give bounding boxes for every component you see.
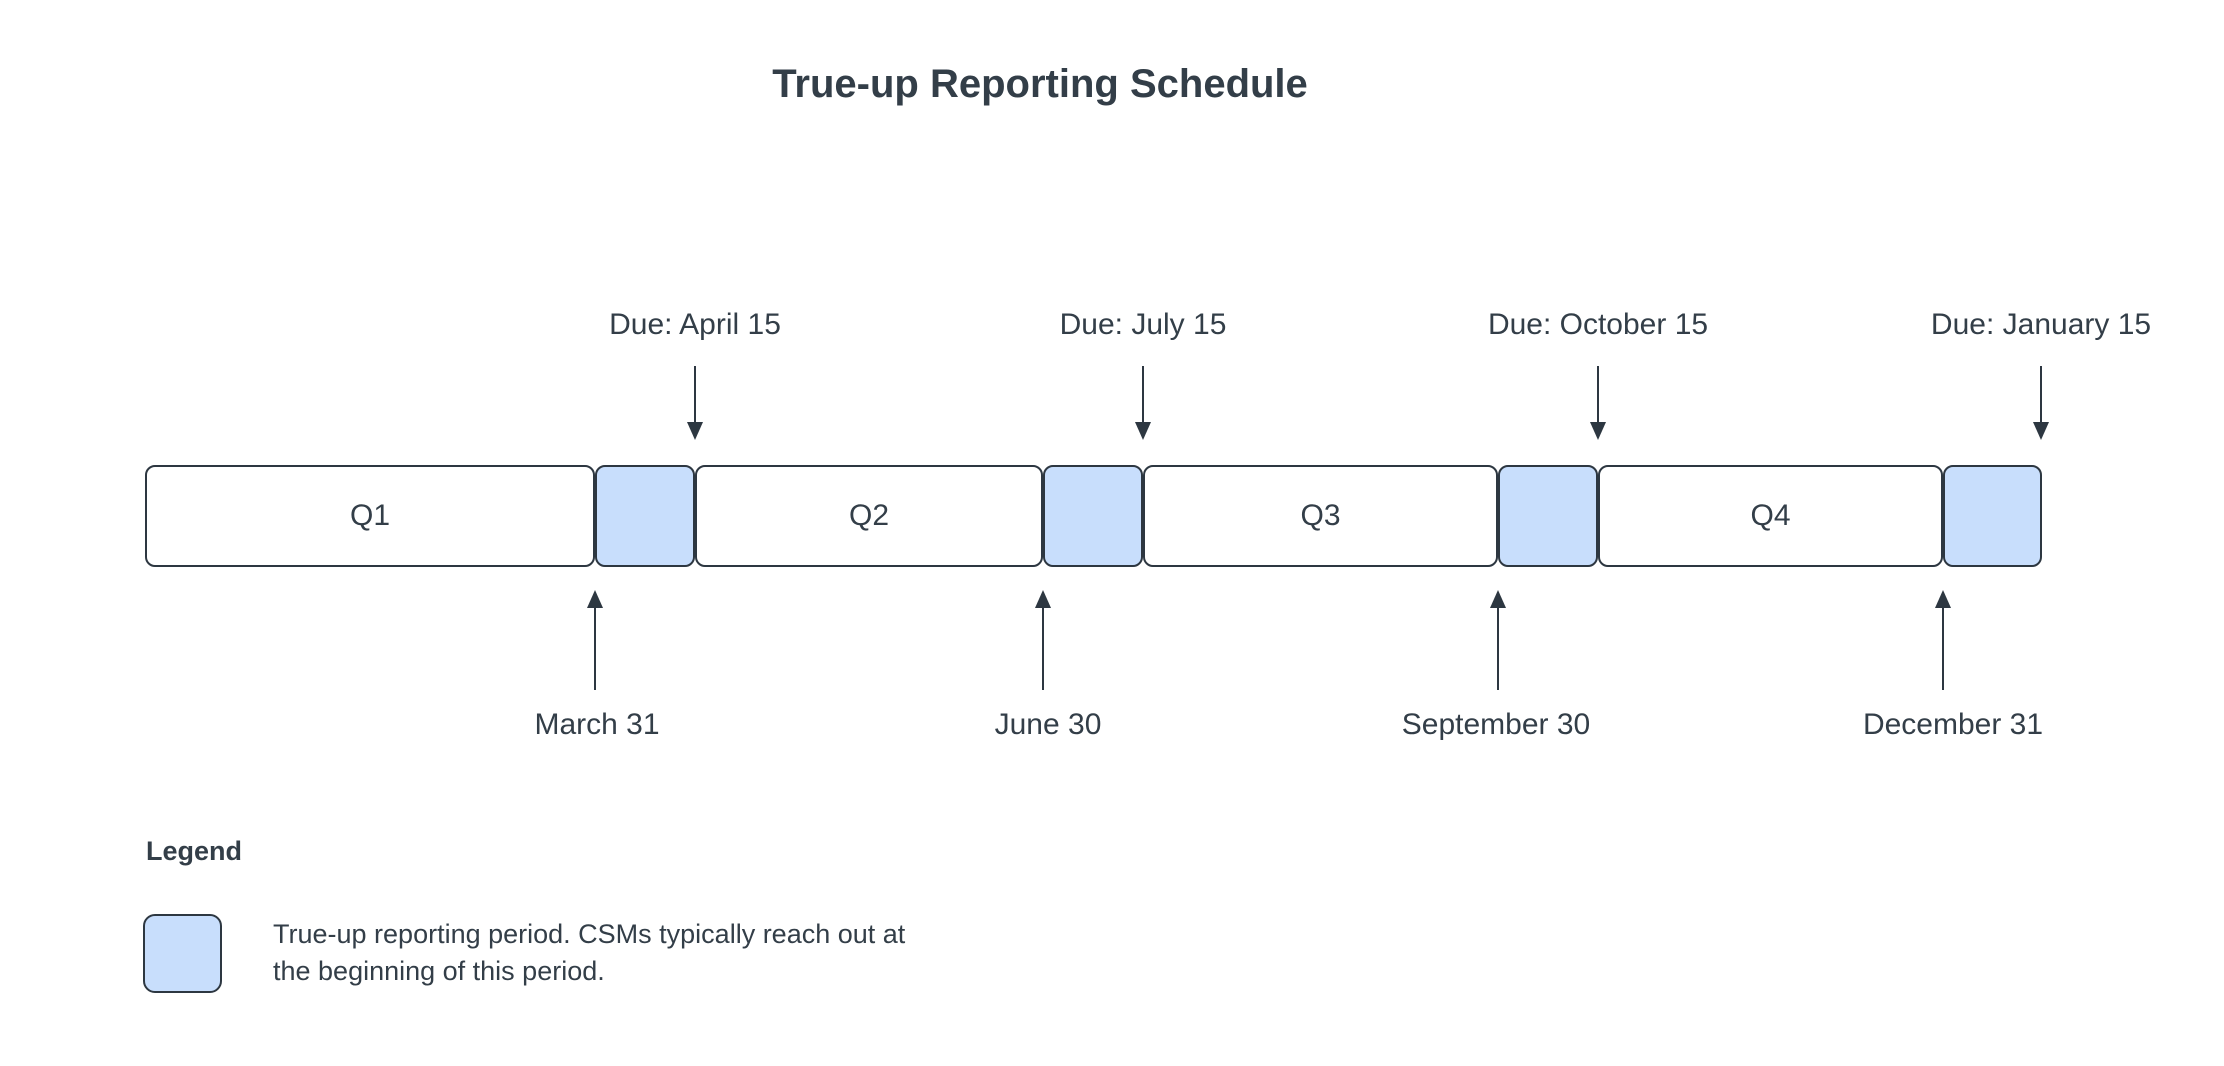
quarter-end-label-q3: September 30 xyxy=(1401,708,1591,741)
arrow-shaft xyxy=(1042,607,1044,690)
due-label-q1: Due: April 15 xyxy=(609,308,781,341)
quarter-box-q2: Q2 xyxy=(695,465,1043,567)
arrow-head xyxy=(1590,422,1606,440)
diagram-title: True-up Reporting Schedule xyxy=(772,62,1308,106)
arrow-shaft xyxy=(2040,366,2042,422)
arrow-head xyxy=(587,590,603,608)
legend-swatch xyxy=(143,914,222,993)
quarter-label: Q1 xyxy=(349,499,391,532)
arrow-head xyxy=(1035,590,1051,608)
quarter-end-label-q2: June 30 xyxy=(994,708,1102,741)
trueup-period-box-q1 xyxy=(595,465,695,567)
up-arrow-icon xyxy=(1490,590,1506,690)
legend-description-line: the beginning of this period. xyxy=(273,956,605,986)
arrow-head xyxy=(1935,590,1951,608)
due-label-q2: Due: July 15 xyxy=(1059,308,1227,341)
arrow-head xyxy=(1135,422,1151,440)
trueup-period-box-q2 xyxy=(1043,465,1143,567)
quarter-label: Q4 xyxy=(1750,499,1791,532)
trueup-period-box-q4 xyxy=(1943,465,2042,567)
down-arrow-icon xyxy=(1590,366,1606,440)
arrow-shaft xyxy=(594,607,596,690)
quarter-box-q3: Q3 xyxy=(1143,465,1498,567)
due-label-q4: Due: January 15 xyxy=(1930,308,2152,341)
up-arrow-icon xyxy=(1035,590,1051,690)
down-arrow-icon xyxy=(687,366,703,440)
trueup-period-box-q3 xyxy=(1498,465,1598,567)
up-arrow-icon xyxy=(1935,590,1951,690)
arrow-head xyxy=(687,422,703,440)
quarter-label: Q3 xyxy=(1300,499,1341,532)
down-arrow-icon xyxy=(1135,366,1151,440)
legend-heading: Legend xyxy=(146,836,243,866)
quarter-label: Q2 xyxy=(848,499,890,532)
arrow-head xyxy=(1490,590,1506,608)
down-arrow-icon xyxy=(2033,366,2049,440)
up-arrow-icon xyxy=(587,590,603,690)
quarter-box-q1: Q1 xyxy=(145,465,595,567)
legend-description-line: True-up reporting period. CSMs typically… xyxy=(273,919,906,949)
arrow-shaft xyxy=(1497,607,1499,690)
quarter-end-label-q1: March 31 xyxy=(534,708,660,741)
legend-description: True-up reporting period. CSMs typically… xyxy=(273,916,905,990)
due-label-q3: Due: October 15 xyxy=(1487,308,1709,341)
quarter-end-label-q4: December 31 xyxy=(1862,708,2044,741)
quarter-box-q4: Q4 xyxy=(1598,465,1943,567)
arrow-shaft xyxy=(1597,366,1599,422)
arrow-shaft xyxy=(694,366,696,422)
timeline-bar: Q1 Q2 Q3 Q4 xyxy=(145,465,2042,567)
arrow-shaft xyxy=(1142,366,1144,422)
arrow-head xyxy=(2033,422,2049,440)
arrow-shaft xyxy=(1942,607,1944,690)
